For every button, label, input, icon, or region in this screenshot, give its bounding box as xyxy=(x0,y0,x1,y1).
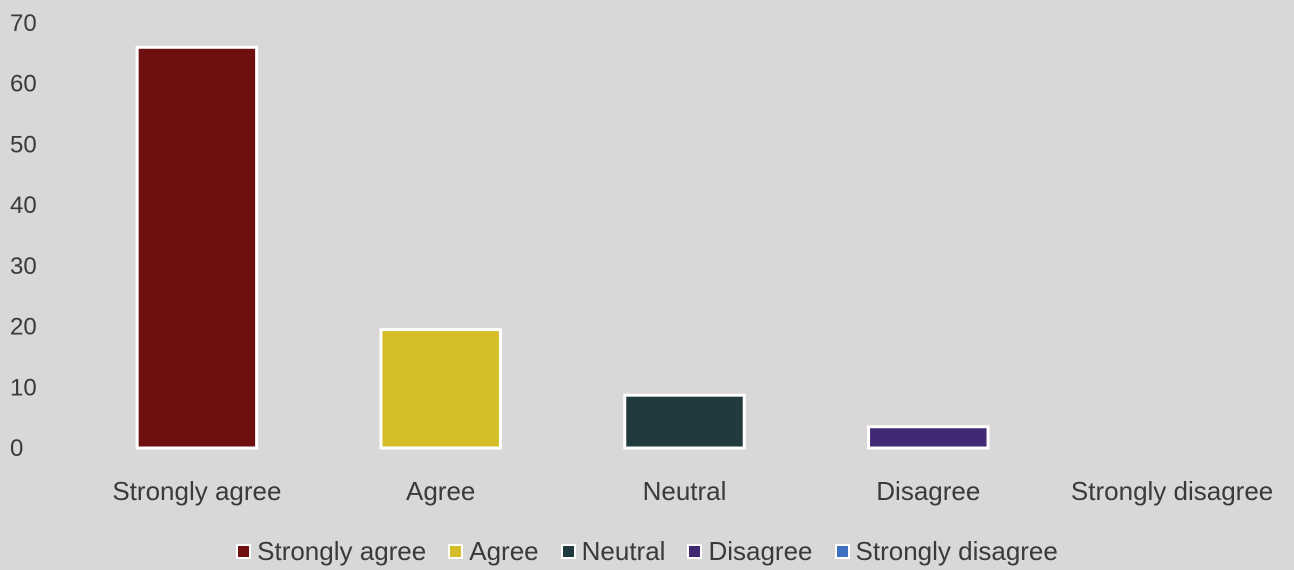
x-category-label: Strongly disagree xyxy=(1071,476,1273,506)
legend-swatch xyxy=(687,543,703,559)
legend-item: Disagree xyxy=(687,536,813,566)
x-category-label: Agree xyxy=(406,476,475,506)
legend-item: Neutral xyxy=(560,536,666,566)
legend-label: Strongly agree xyxy=(257,536,427,566)
legend-item: Agree xyxy=(448,536,539,566)
bar-chart: 0 10 20 30 40 50 60 70 Strongly agree Agree Neutra… xyxy=(10,10,1273,506)
legend-swatch xyxy=(560,543,576,559)
legend-swatch xyxy=(236,543,252,559)
y-tick-label: 30 xyxy=(10,253,37,280)
legend-label: Disagree xyxy=(708,536,813,566)
y-tick-label: 0 xyxy=(10,435,23,462)
y-tick-label: 10 xyxy=(10,374,37,401)
legend-label: Agree xyxy=(469,536,539,566)
y-tick-label: 50 xyxy=(10,131,37,158)
x-category-label: Disagree xyxy=(876,476,980,506)
y-tick-label: 20 xyxy=(10,314,37,341)
legend: Strongly agree Agree Neutral Disagree Strong… xyxy=(0,534,1294,568)
legend-swatch xyxy=(834,543,850,559)
bar-neutral xyxy=(623,393,746,450)
legend-item: Strongly disagree xyxy=(834,536,1058,566)
y-tick-label: 40 xyxy=(10,192,37,219)
bar-strongly-agree xyxy=(135,45,259,450)
y-tick-label: 70 xyxy=(10,10,37,37)
legend-label: Neutral xyxy=(581,536,666,566)
x-category-label: Neutral xyxy=(643,476,727,506)
legend-label: Strongly disagree xyxy=(855,536,1058,566)
x-category-label: Strongly agree xyxy=(112,476,281,506)
bar-disagree xyxy=(867,425,990,450)
legend-swatch xyxy=(448,543,464,559)
bar-agree xyxy=(379,328,502,450)
y-tick-label: 60 xyxy=(10,71,37,98)
legend-item: Strongly agree xyxy=(236,536,426,566)
